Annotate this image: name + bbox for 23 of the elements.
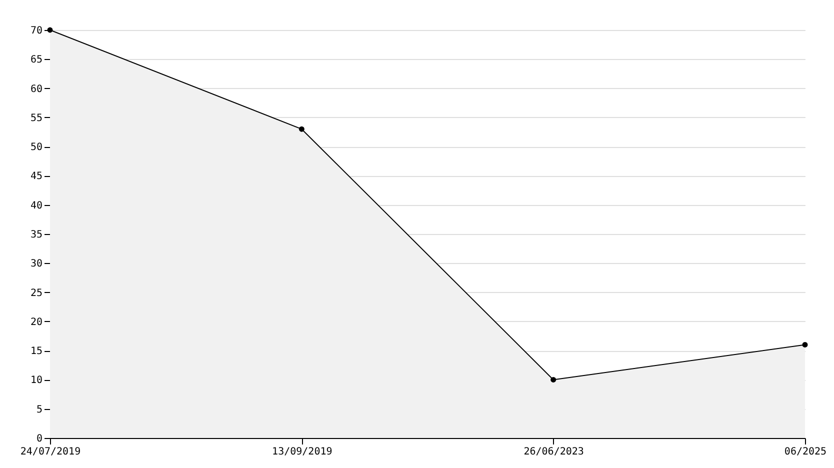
y-tick-label: 55 — [30, 112, 42, 124]
y-tick-label: 25 — [30, 288, 42, 299]
y-tick-label: 5 — [36, 404, 42, 416]
y-tick-label: 10 — [30, 375, 42, 386]
y-tick-label: 45 — [30, 171, 42, 182]
y-tick-label: 40 — [30, 200, 42, 212]
y-tick-label: 35 — [30, 230, 42, 240]
y-tick-label: 50 — [30, 142, 42, 154]
point — [802, 342, 808, 348]
point — [298, 126, 304, 132]
x-tick-label: 13/09/2019 — [272, 446, 332, 458]
x-tick-label: 06/2025 — [784, 446, 827, 458]
y-tick-label: 30 — [30, 258, 42, 270]
y-tick-label: 20 — [30, 316, 42, 328]
y-tick-label: 60 — [30, 84, 42, 95]
y-tick-label: 0 — [36, 434, 42, 444]
y-tick-label: 15 — [30, 346, 42, 358]
x-tick-label: 26/06/2023 — [524, 446, 584, 458]
y-tick-label: 65 — [30, 54, 42, 66]
x-tick-label: 24/07/2019 — [20, 446, 81, 458]
y-tick-label: 70 — [30, 26, 42, 36]
point — [550, 376, 556, 382]
point — [47, 27, 53, 33]
